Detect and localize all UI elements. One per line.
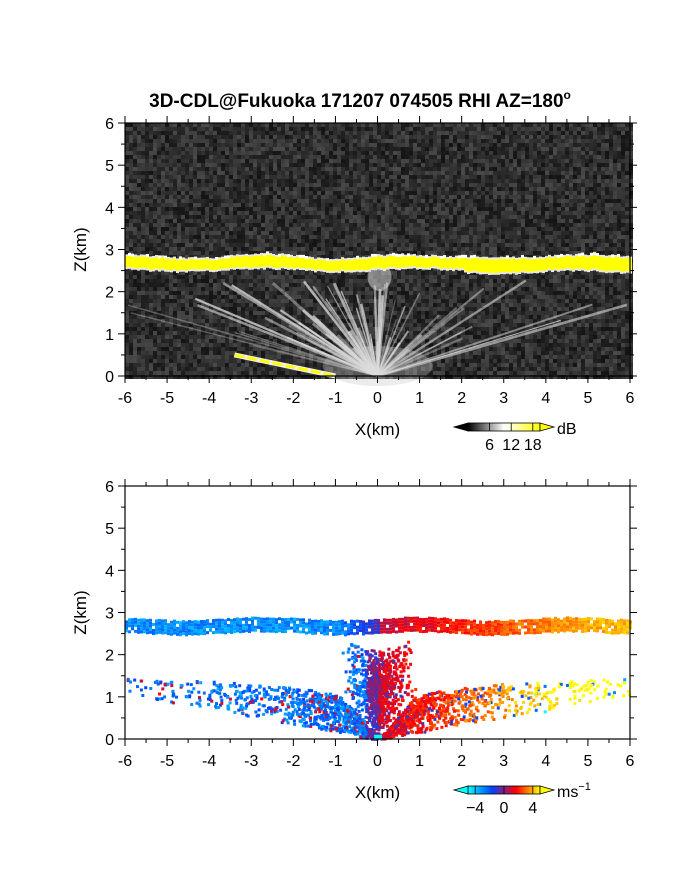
backscatter-colorbar: 6 12 18 dB xyxy=(452,421,577,454)
y-tick-label: 6 xyxy=(105,479,114,496)
backscatter-heatmap xyxy=(125,123,633,386)
figure-title: 3D-CDL@Fukuoka 171207 074505 RHI AZ=180o xyxy=(149,88,571,112)
colorbar-low-arrow xyxy=(452,422,469,432)
y-tick-label: 1 xyxy=(105,690,114,707)
y-tick-label: 5 xyxy=(105,521,114,538)
velocity-ticks: -6 -5 -4 -3 -2 -1 0 1 2 3 4 5 6 0 1 2 3 4 5 6 xyxy=(105,479,637,770)
y-tick-label: 4 xyxy=(105,563,114,580)
colorbar-tick-label: 6 xyxy=(485,437,494,454)
x-tick-label: 6 xyxy=(626,753,635,770)
x-tick-label: 5 xyxy=(583,753,592,770)
backscatter-y-axis-label: Z(km) xyxy=(71,227,90,271)
colorbar-unit: ms−1 xyxy=(557,781,591,801)
y-tick-label: 5 xyxy=(105,158,114,175)
y-tick-label: 2 xyxy=(105,648,114,665)
x-tick-label: 4 xyxy=(541,753,550,770)
backscatter-ticks: -6 -5 -4 -3 -2 -1 0 1 2 3 4 5 6 0 1 2 3 4 5 6 xyxy=(105,116,637,407)
x-tick-label: -3 xyxy=(244,390,258,407)
y-tick-label: 0 xyxy=(105,369,114,386)
colorbar-tick-label: −4 xyxy=(466,800,484,817)
y-tick-label: 2 xyxy=(105,285,114,302)
x-tick-label: -1 xyxy=(328,390,342,407)
x-tick-label: 6 xyxy=(626,390,635,407)
y-tick-label: 1 xyxy=(105,327,114,344)
y-tick-label: 3 xyxy=(105,606,114,623)
colorbar-tick-label: 12 xyxy=(502,437,520,454)
x-tick-label: 0 xyxy=(373,390,382,407)
title-degree: o xyxy=(564,88,571,102)
x-tick-label: 0 xyxy=(373,753,382,770)
colorbar-unit-exponent: −1 xyxy=(578,781,591,793)
x-tick-label: -1 xyxy=(328,753,342,770)
x-tick-label: 2 xyxy=(457,390,466,407)
y-tick-label: 0 xyxy=(105,732,114,749)
x-tick-label: -3 xyxy=(244,753,258,770)
colorbar-high-arrow xyxy=(539,785,556,795)
y-tick-label: 3 xyxy=(105,243,114,260)
colorbar-unit-text: dB xyxy=(557,421,577,438)
x-tick-label: 3 xyxy=(499,390,508,407)
x-tick-label: 3 xyxy=(499,753,508,770)
colorbar-high-arrow xyxy=(539,422,556,432)
y-tick-label: 6 xyxy=(105,116,114,133)
x-tick-label: -6 xyxy=(118,753,132,770)
x-tick-label: 4 xyxy=(541,390,550,407)
colorbar-unit: dB xyxy=(557,421,577,438)
colorbar-low-arrow xyxy=(452,785,469,795)
x-tick-label: -4 xyxy=(202,753,216,770)
x-tick-label: 5 xyxy=(583,390,592,407)
x-tick-label: -5 xyxy=(160,390,174,407)
colorbar-ramp xyxy=(467,422,541,432)
x-tick-label: 1 xyxy=(415,753,424,770)
velocity-y-axis-label: Z(km) xyxy=(71,590,90,634)
y-tick-label: 4 xyxy=(105,200,114,217)
x-tick-label: -2 xyxy=(286,390,300,407)
x-tick-label: -5 xyxy=(160,753,174,770)
colorbar-tick-label: 18 xyxy=(524,437,542,454)
velocity-heatmap xyxy=(125,616,632,741)
backscatter-x-axis-label: X(km) xyxy=(355,420,400,439)
colorbar-tick-label: 0 xyxy=(500,800,509,817)
x-tick-label: 2 xyxy=(457,753,466,770)
colorbar-unit-text: ms xyxy=(557,784,578,801)
colorbar-tick-label: 4 xyxy=(528,800,537,817)
velocity-colorbar: −4 0 4 ms−1 xyxy=(452,781,591,817)
x-tick-label: -4 xyxy=(202,390,216,407)
velocity-x-axis-label: X(km) xyxy=(355,783,400,802)
x-tick-label: 1 xyxy=(415,390,424,407)
x-tick-label: -2 xyxy=(286,753,300,770)
velocity-panel: -6 -5 -4 -3 -2 -1 0 1 2 3 4 5 6 0 1 2 3 4 5 6 X(km) Z(km) −… xyxy=(71,479,637,817)
x-tick-label: -6 xyxy=(118,390,132,407)
